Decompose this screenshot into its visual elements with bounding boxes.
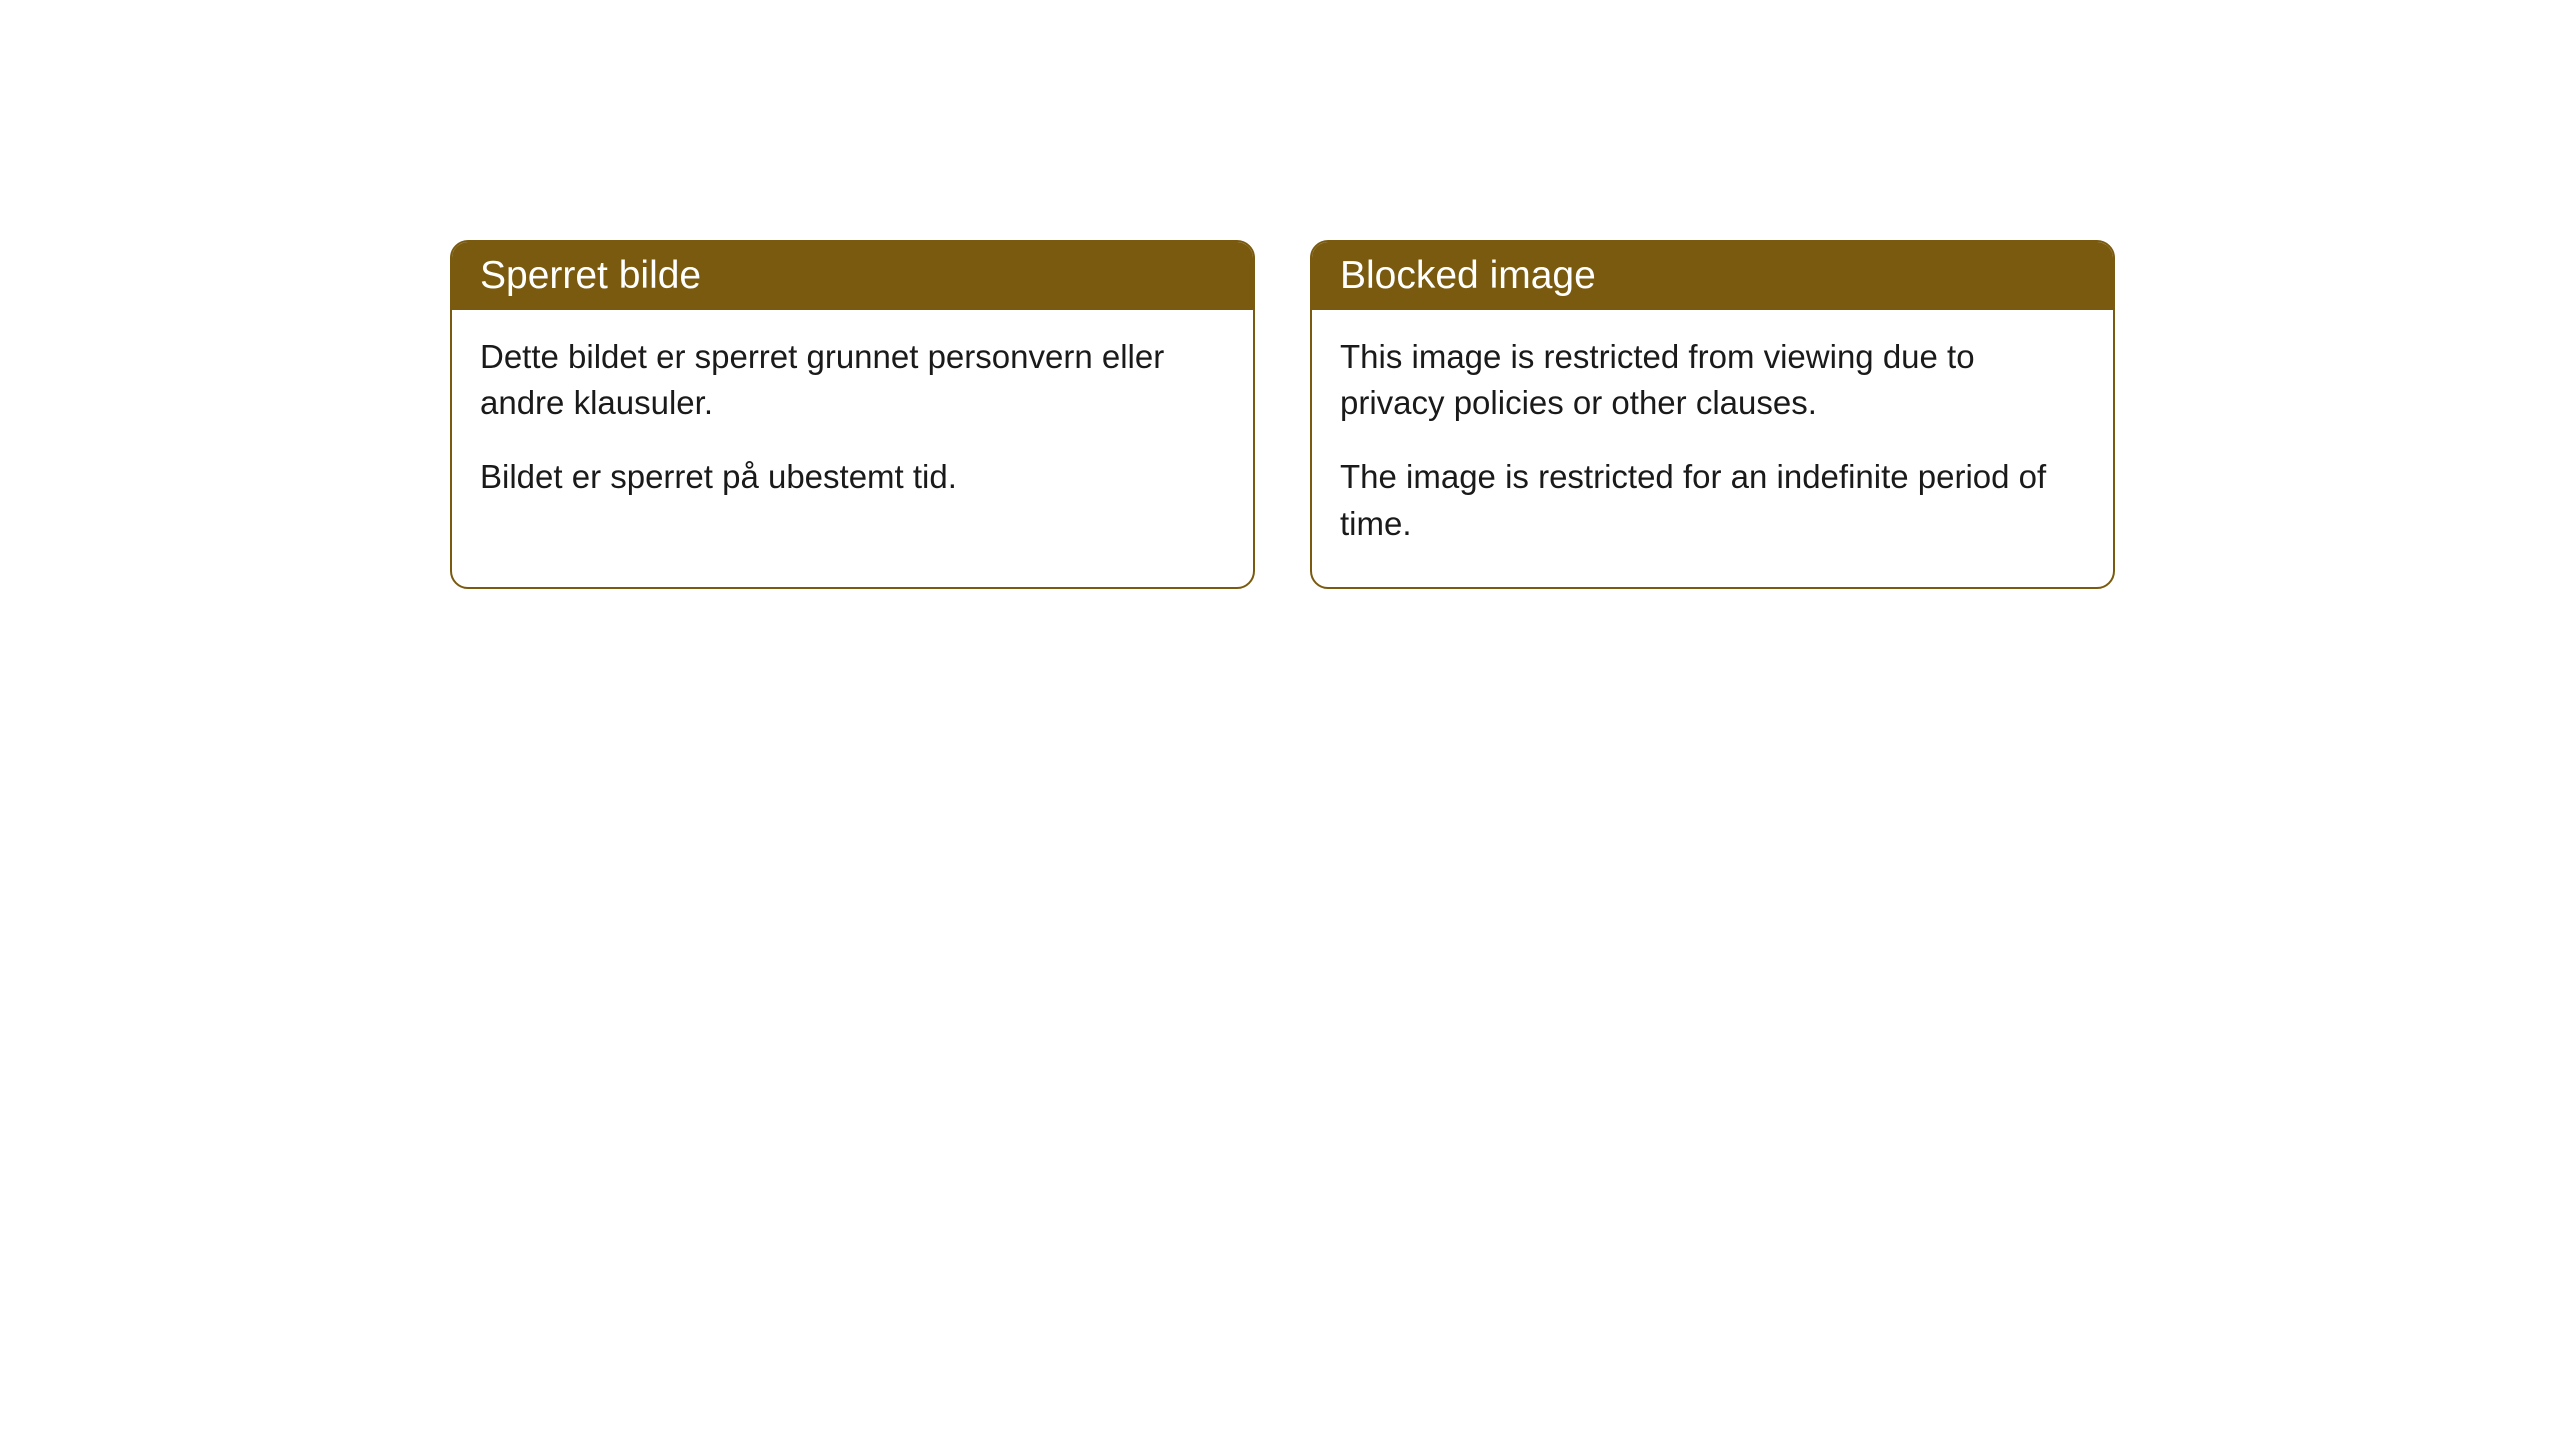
card-body: Dette bildet er sperret grunnet personve… (452, 310, 1253, 541)
card-paragraph: Dette bildet er sperret grunnet personve… (480, 334, 1225, 426)
notice-card-english: Blocked image This image is restricted f… (1310, 240, 2115, 589)
card-title: Blocked image (1340, 254, 1596, 297)
notice-cards-container: Sperret bilde Dette bildet er sperret gr… (450, 240, 2115, 589)
notice-card-norwegian: Sperret bilde Dette bildet er sperret gr… (450, 240, 1255, 589)
card-title: Sperret bilde (480, 254, 701, 297)
card-paragraph: This image is restricted from viewing du… (1340, 334, 2085, 426)
card-paragraph: Bildet er sperret på ubestemt tid. (480, 454, 1225, 500)
card-header: Sperret bilde (452, 242, 1253, 310)
card-header: Blocked image (1312, 242, 2113, 310)
card-paragraph: The image is restricted for an indefinit… (1340, 454, 2085, 546)
card-body: This image is restricted from viewing du… (1312, 310, 2113, 587)
